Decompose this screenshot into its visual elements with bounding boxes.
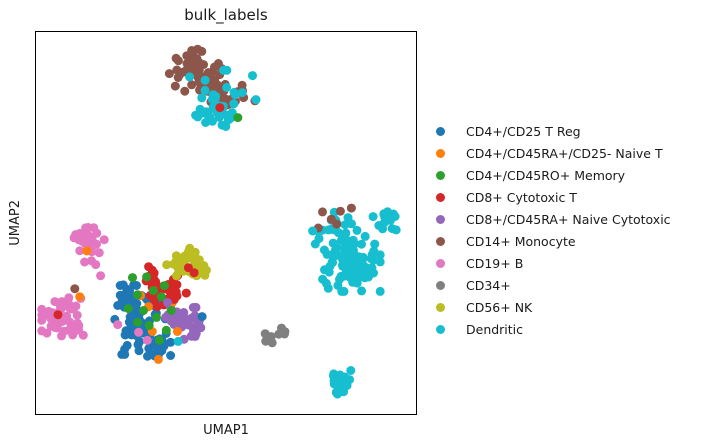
legend-swatch-icon [436, 258, 445, 268]
legend-swatch-icon [436, 148, 445, 158]
y-axis-label-wrap: UMAP2 [2, 31, 28, 415]
legend-label: CD4+/CD25 T Reg [466, 123, 581, 139]
legend-swatch-icon [436, 192, 445, 202]
legend-item: CD4+/CD45RO+ Memory [432, 164, 671, 186]
legend-label: CD8+ Cytotoxic T [466, 189, 577, 205]
umap-scatter [37, 44, 401, 399]
legend-swatch-icon [436, 302, 445, 312]
legend-item: CD19+ B [432, 252, 671, 274]
legend-label: CD14+ Monocyte [466, 233, 576, 249]
legend-swatch-icon [436, 236, 445, 246]
legend-item: CD14+ Monocyte [432, 230, 671, 252]
legend-label: CD4+/CD45RO+ Memory [466, 167, 626, 183]
legend: CD4+/CD25 T Reg CD4+/CD45RA+/CD25- Naive… [432, 120, 671, 340]
y-axis-label: UMAP2 [7, 200, 23, 246]
legend-swatch-icon [436, 214, 445, 224]
legend-label: CD56+ NK [466, 299, 533, 315]
legend-item: CD4+/CD25 T Reg [432, 120, 671, 142]
legend-item: CD8+ Cytotoxic T [432, 186, 671, 208]
plot-title: bulk_labels [184, 6, 268, 24]
legend-label: CD8+/CD45RA+ Naive Cytotoxic [466, 211, 671, 227]
x-axis-label: UMAP1 [203, 423, 249, 438]
legend-item: CD56+ NK [432, 296, 671, 318]
legend-swatch-icon [436, 280, 445, 290]
legend-item: Dendritic [432, 318, 671, 340]
plot-area [35, 31, 417, 415]
legend-item: CD4+/CD45RA+/CD25- Naive T [432, 142, 671, 164]
legend-item: CD8+/CD45RA+ Naive Cytotoxic [432, 208, 671, 230]
legend-label: Dendritic [466, 321, 524, 337]
legend-swatch-icon [436, 170, 445, 180]
legend-label: CD19+ B [466, 255, 524, 271]
legend-label: CD4+/CD45RA+/CD25- Naive T [466, 145, 663, 161]
legend-swatch-icon [436, 126, 445, 136]
legend-swatch-icon [436, 324, 445, 334]
legend-item: CD34+ [432, 274, 671, 296]
legend-label: CD34+ [466, 277, 511, 293]
